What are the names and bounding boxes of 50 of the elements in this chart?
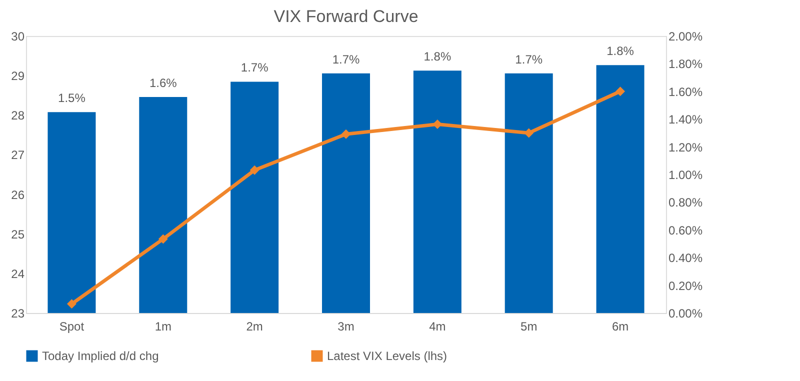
data-label: 1.7% — [515, 52, 543, 66]
data-label: 1.7% — [332, 52, 360, 66]
y-tick-label: 27 — [11, 148, 25, 162]
y-tick-label: 28 — [11, 108, 25, 123]
data-label: 1.6% — [149, 76, 178, 90]
data-label: 1.5% — [58, 91, 86, 106]
y2-tick-label: 1.40% — [668, 112, 703, 127]
bar — [596, 65, 644, 313]
y2-tick-label: 0.60% — [668, 223, 703, 238]
y2-tick-label: 0.00% — [668, 306, 703, 320]
bar — [230, 82, 279, 313]
y2-tick-label: 1.00% — [668, 168, 703, 182]
x-tick-label: 5m — [520, 320, 538, 334]
point — [524, 128, 534, 138]
bar — [48, 112, 96, 313]
data-label: 1.8% — [606, 44, 634, 58]
y2-tick-label: 1.80% — [668, 57, 703, 72]
y-tick-label: 24 — [11, 266, 25, 281]
bar — [139, 96, 188, 313]
x-tick-label: 2m — [246, 320, 263, 334]
data-label: 1.7% — [240, 60, 269, 75]
y2-tick-label: 1.20% — [668, 140, 703, 154]
y-tick-label: 30 — [11, 30, 25, 44]
y2-tick-label: 2.00% — [668, 30, 703, 44]
y2-tick-label: 0.80% — [668, 196, 703, 210]
bar — [322, 73, 370, 313]
chart-title: VIX Forward Curve — [274, 7, 418, 26]
y2-tick-label: 0.20% — [668, 278, 703, 293]
point — [341, 129, 351, 139]
x-tick-label: 1m — [154, 320, 172, 334]
legend-label: Latest VIX Levels (lhs) — [327, 349, 448, 363]
y2-tick-label: 1.60% — [668, 84, 703, 99]
data-label: 1.8% — [424, 50, 452, 64]
bar — [504, 73, 553, 313]
x-tick-label: 6m — [612, 320, 629, 334]
point — [616, 86, 626, 96]
x-tick-label: 3m — [338, 320, 354, 334]
bar — [413, 70, 462, 313]
y2-tick-label: 0.40% — [668, 251, 703, 266]
x-tick-label: Spot — [59, 320, 85, 334]
point — [250, 165, 260, 175]
point — [432, 120, 442, 129]
y-tick-label: 29 — [11, 69, 25, 84]
x-tick-label: 4m — [429, 320, 446, 334]
y-tick-label: 23 — [11, 306, 25, 320]
y-tick-label: 26 — [11, 188, 25, 202]
y-tick-label: 25 — [11, 227, 25, 242]
legend-label: Today Implied d/d chg — [42, 349, 159, 363]
point — [158, 234, 168, 244]
point — [66, 299, 76, 309]
